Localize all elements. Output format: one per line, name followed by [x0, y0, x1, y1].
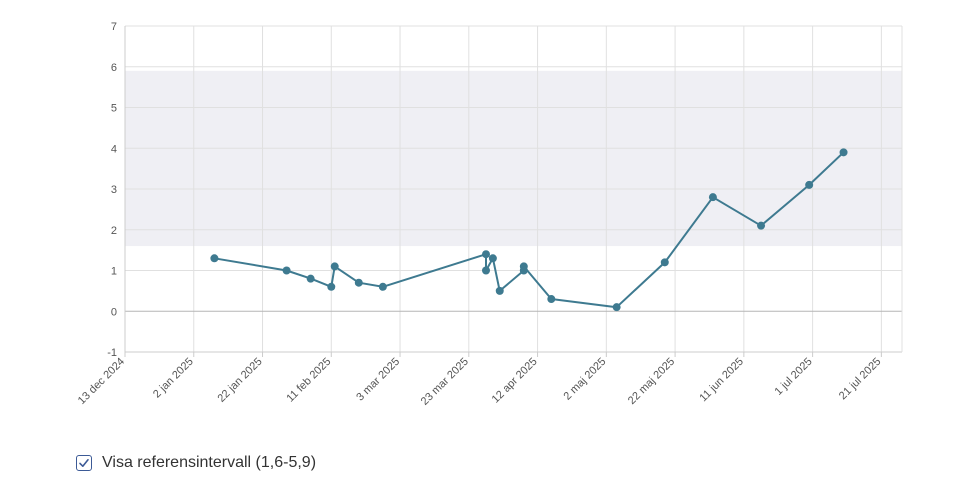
data-point: [612, 303, 621, 312]
x-tick-label: 12 apr 2025: [490, 356, 540, 406]
reference-interval-label: Visa referensintervall (1,6-5,9): [102, 454, 317, 471]
data-point: [708, 193, 717, 202]
x-tick-label: 11 feb 2025: [284, 356, 333, 405]
checkmark-icon: [79, 459, 89, 467]
x-tick-label: 22 maj 2025: [626, 356, 677, 407]
chart-svg: -1 0 1 2 3 4 5 6 7 13 dec 2024 2 jan 2025 22 jan 20…: [76, 21, 903, 408]
data-point: [210, 254, 219, 263]
y-tick-label: 5: [111, 103, 117, 115]
y-tick-label: 3: [111, 184, 117, 196]
y-tick-label: -1: [107, 347, 117, 359]
data-point: [282, 266, 291, 275]
data-point: [805, 180, 814, 189]
data-point: [330, 262, 339, 271]
data-point: [327, 282, 336, 291]
data-point: [354, 278, 363, 287]
x-tick-label: 2 maj 2025: [561, 356, 608, 403]
reference-band: [125, 70, 902, 247]
y-tick-label: 7: [111, 21, 117, 33]
x-tick-label: 2 jan 2025: [151, 356, 196, 401]
data-point: [519, 262, 528, 271]
x-tick-label: 13 dec 2024: [76, 356, 127, 407]
data-point: [757, 221, 766, 230]
x-tick-label: 1 jul 2025: [773, 356, 815, 398]
y-tick-label: 0: [111, 306, 117, 318]
y-tick-label: 6: [111, 62, 117, 74]
x-tick-label: 3 mar 2025: [354, 356, 402, 404]
y-tick-label: 4: [111, 143, 117, 155]
chart-container: -1 0 1 2 3 4 5 6 7 13 dec 2024 2 jan 2025 22 jan 20…: [76, 21, 903, 408]
data-point: [660, 258, 669, 267]
y-tick-label: 2: [111, 225, 117, 237]
reference-interval-checkbox[interactable]: [76, 455, 92, 471]
x-tick-label: 23 mar 2025: [419, 356, 471, 408]
data-point: [547, 295, 556, 304]
data-point: [306, 274, 315, 283]
data-point: [378, 282, 387, 291]
x-tick-label: 11 jun 2025: [697, 356, 746, 405]
data-point: [839, 148, 848, 157]
line-chart: -1 0 1 2 3 4 5 6 7 13 dec 2024 2 jan 2025 22 jan 20…: [76, 21, 903, 408]
reference-interval-toggle[interactable]: Visa referensintervall (1,6-5,9): [76, 454, 316, 472]
y-tick-label: 1: [111, 266, 117, 278]
data-point: [481, 266, 490, 275]
x-tick-label: 21 jul 2025: [837, 356, 884, 403]
data-point: [495, 286, 504, 295]
data-point: [488, 254, 497, 263]
data-point: [481, 250, 490, 259]
x-tick-label: 22 jan 2025: [215, 356, 264, 405]
